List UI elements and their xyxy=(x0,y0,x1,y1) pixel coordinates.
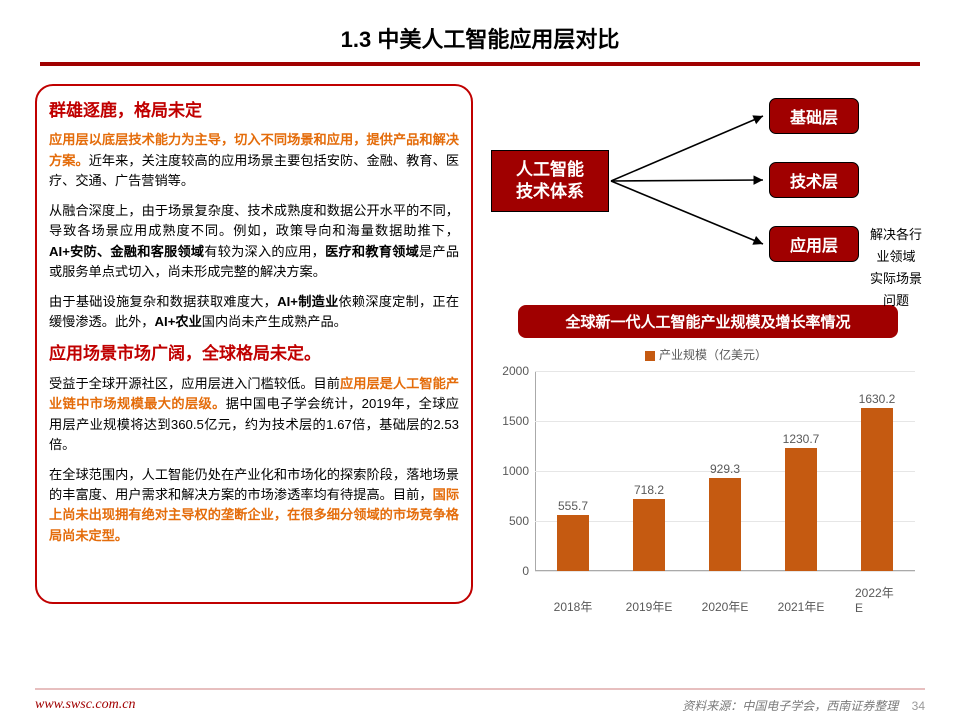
leaf-note: 解决各行业领域 实际场景问题 xyxy=(867,224,925,312)
p3-a: 由于基础设施复杂和数据获取难度大， xyxy=(49,294,277,309)
footer: www.swsc.com.cn 资料来源：中国电子学会，西南证券整理 34 xyxy=(0,688,960,720)
gridline xyxy=(535,571,915,572)
bar-value-label: 555.7 xyxy=(558,499,588,513)
right-panel: 人工智能 技术体系 基础层 技术层 应用层 解决各行业领域 实际场景问题 全球新… xyxy=(491,84,925,604)
para-5: 在全球范围内，人工智能仍处在产业化和市场化的探索阶段，落地场景的丰富度、用户需求… xyxy=(49,465,459,547)
p4-a: 受益于全球开源社区，应用层进入门槛较低。目前 xyxy=(49,376,340,391)
p3-d: AI+农业 xyxy=(155,314,202,329)
para-4: 受益于全球开源社区，应用层进入门槛较低。目前应用层是人工智能产业链中市场规模最大… xyxy=(49,374,459,456)
legend-swatch xyxy=(645,351,655,361)
y-tick-label: 0 xyxy=(522,564,535,578)
y-tick-label: 1500 xyxy=(502,414,535,428)
chart-legend: 产业规模（亿美元） xyxy=(491,346,921,363)
para-1: 应用层以底层技术能力为主导，切入不同场景和应用，提供产品和解决方案。近年来，关注… xyxy=(49,130,459,191)
headline-2: 应用场景市场广阔，全球格局未定。 xyxy=(49,341,459,367)
page-number: 34 xyxy=(912,699,925,713)
p2-c: 有较为深入的应用， xyxy=(204,244,325,259)
leaf-note-l2: 实际场景问题 xyxy=(867,268,925,312)
x-tick-label: 2022年E xyxy=(855,584,899,615)
bar-value-label: 1230.7 xyxy=(783,432,820,446)
bar xyxy=(785,448,817,571)
bar xyxy=(709,478,741,571)
y-tick-label: 2000 xyxy=(502,364,535,378)
headline-1: 群雄逐鹿，格局未定 xyxy=(49,98,459,124)
para-2: 从融合深度上，由于场景复杂度、技术成熟度和数据公开水平的不同，导致各场景应用成熟… xyxy=(49,201,459,283)
y-tick-label: 500 xyxy=(509,514,535,528)
x-tick-label: 2020年E xyxy=(702,598,749,615)
bar-value-label: 718.2 xyxy=(634,483,664,497)
footer-source: 资料来源：中国电子学会，西南证券整理 xyxy=(682,699,898,713)
p3-b: AI+制造业 xyxy=(277,294,338,309)
footer-website: www.swsc.com.cn xyxy=(35,697,135,713)
legend-label: 产业规模（亿美元） xyxy=(659,348,767,362)
tree-diagram: 人工智能 技术体系 基础层 技术层 应用层 解决各行业领域 实际场景问题 xyxy=(491,84,925,299)
x-tick-label: 2019年E xyxy=(626,598,673,615)
para-3: 由于基础设施复杂和数据获取难度大，AI+制造业依赖深度定制，正在缓慢渗透。此外，… xyxy=(49,292,459,333)
p3-e: 国内尚未产生成熟产品。 xyxy=(202,314,347,329)
gridline xyxy=(535,421,915,422)
bar-value-label: 929.3 xyxy=(710,462,740,476)
diagram-arrows xyxy=(491,84,791,294)
p2-d: 医疗和教育领域 xyxy=(325,244,419,259)
x-tick-label: 2021年E xyxy=(778,598,825,615)
chart-title-pill: 全球新一代人工智能产业规模及增长率情况 xyxy=(518,305,898,338)
p5-a: 在全球范围内，人工智能仍处在产业化和市场化的探索阶段，落地场景的丰富度、用户需求… xyxy=(49,467,459,502)
y-tick-label: 1000 xyxy=(502,464,535,478)
left-text-panel: 群雄逐鹿，格局未定 应用层以底层技术能力为主导，切入不同场景和应用，提供产品和解… xyxy=(35,84,473,604)
p2-a: 从融合深度上，由于场景复杂度、技术成熟度和数据公开水平的不同，导致各场景应用成熟… xyxy=(49,203,459,238)
leaf-note-l1: 解决各行业领域 xyxy=(867,224,925,268)
p1-rest: 近年来，关注度较高的应用场景主要包括安防、金融、教育、医疗、交通、广告营销等。 xyxy=(49,153,459,188)
slide-title: 1.3 中美人工智能应用层对比 xyxy=(0,22,960,54)
bar xyxy=(633,499,665,571)
x-tick-label: 2018年 xyxy=(554,598,593,615)
p2-b: AI+安防、金融和客服领域 xyxy=(49,244,204,259)
gridline xyxy=(535,371,915,372)
bar xyxy=(861,408,893,571)
bar-chart: 产业规模（亿美元） 0500100015002000555.72018年718.… xyxy=(491,346,921,604)
bar-value-label: 1630.2 xyxy=(859,392,896,406)
bar xyxy=(557,515,589,571)
